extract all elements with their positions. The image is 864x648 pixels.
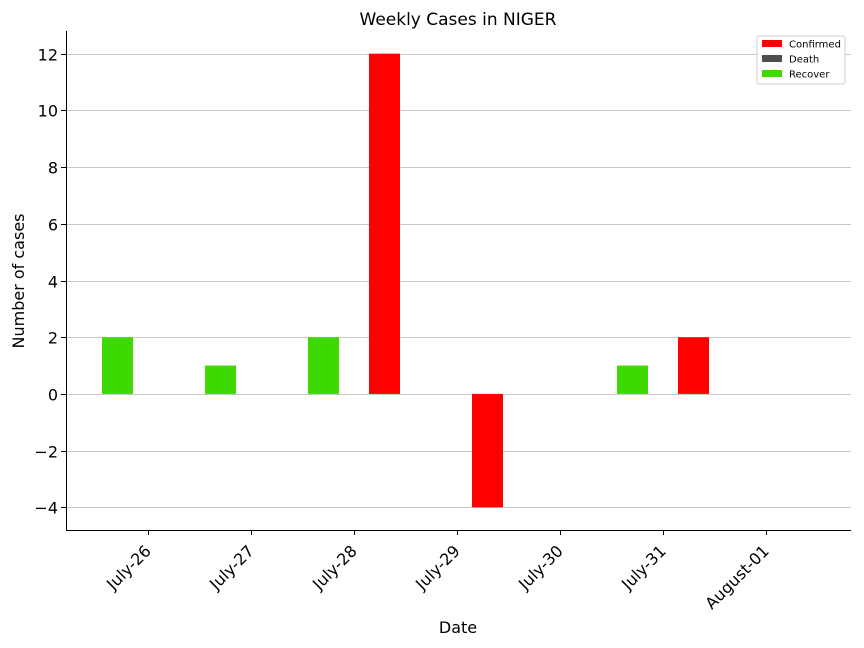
y-ticks: −4 −2 0 2 4 6 8 10 12 (34, 46, 66, 518)
bar-confirmed (678, 337, 709, 394)
legend-swatch-recover (762, 70, 782, 77)
bar-recover (102, 337, 133, 394)
legend-label-recover: Recover (789, 70, 830, 81)
x-tick-label: July-27 (205, 541, 258, 594)
x-tick-label: August-01 (701, 541, 773, 613)
bar-recover (617, 365, 648, 394)
x-tick-label: July-30 (514, 541, 567, 594)
chart-title: Weekly Cases in NIGER (360, 10, 557, 30)
y-tick-label: 10 (38, 102, 58, 121)
legend-swatch-confirmed (762, 40, 782, 47)
x-tick-label: July-28 (308, 541, 361, 594)
x-tick-label: July-31 (617, 541, 670, 594)
bars (102, 53, 709, 508)
y-tick-label: 0 (48, 386, 58, 405)
bar-confirmed (472, 393, 503, 508)
x-tick-label: July-26 (102, 541, 155, 594)
legend: Confirmed Death Recover (756, 35, 846, 85)
y-tick-label: 8 (48, 159, 58, 178)
y-tick-label: −4 (34, 499, 58, 518)
y-tick-label: 2 (48, 329, 58, 348)
y-tick-label: 6 (48, 216, 58, 235)
x-tick-label: July-29 (411, 541, 464, 594)
axes (66, 31, 851, 531)
legend-label-confirmed: Confirmed (789, 40, 841, 51)
y-axis-title: Number of cases (9, 214, 28, 349)
y-tick-label: 12 (38, 46, 58, 65)
y-tick-label: 4 (48, 273, 58, 292)
x-ticks: July-26 July-27 July-28 July-29 July-30 July-… (102, 530, 773, 613)
x-axis-title: Date (439, 618, 477, 637)
legend-label-death: Death (789, 55, 819, 66)
bar-recover (205, 365, 236, 394)
grid-lines (66, 54, 851, 508)
bar-confirmed (369, 53, 400, 394)
y-tick-label: −2 (34, 443, 58, 462)
legend-swatch-death (762, 55, 782, 62)
bar-recover (308, 337, 339, 394)
